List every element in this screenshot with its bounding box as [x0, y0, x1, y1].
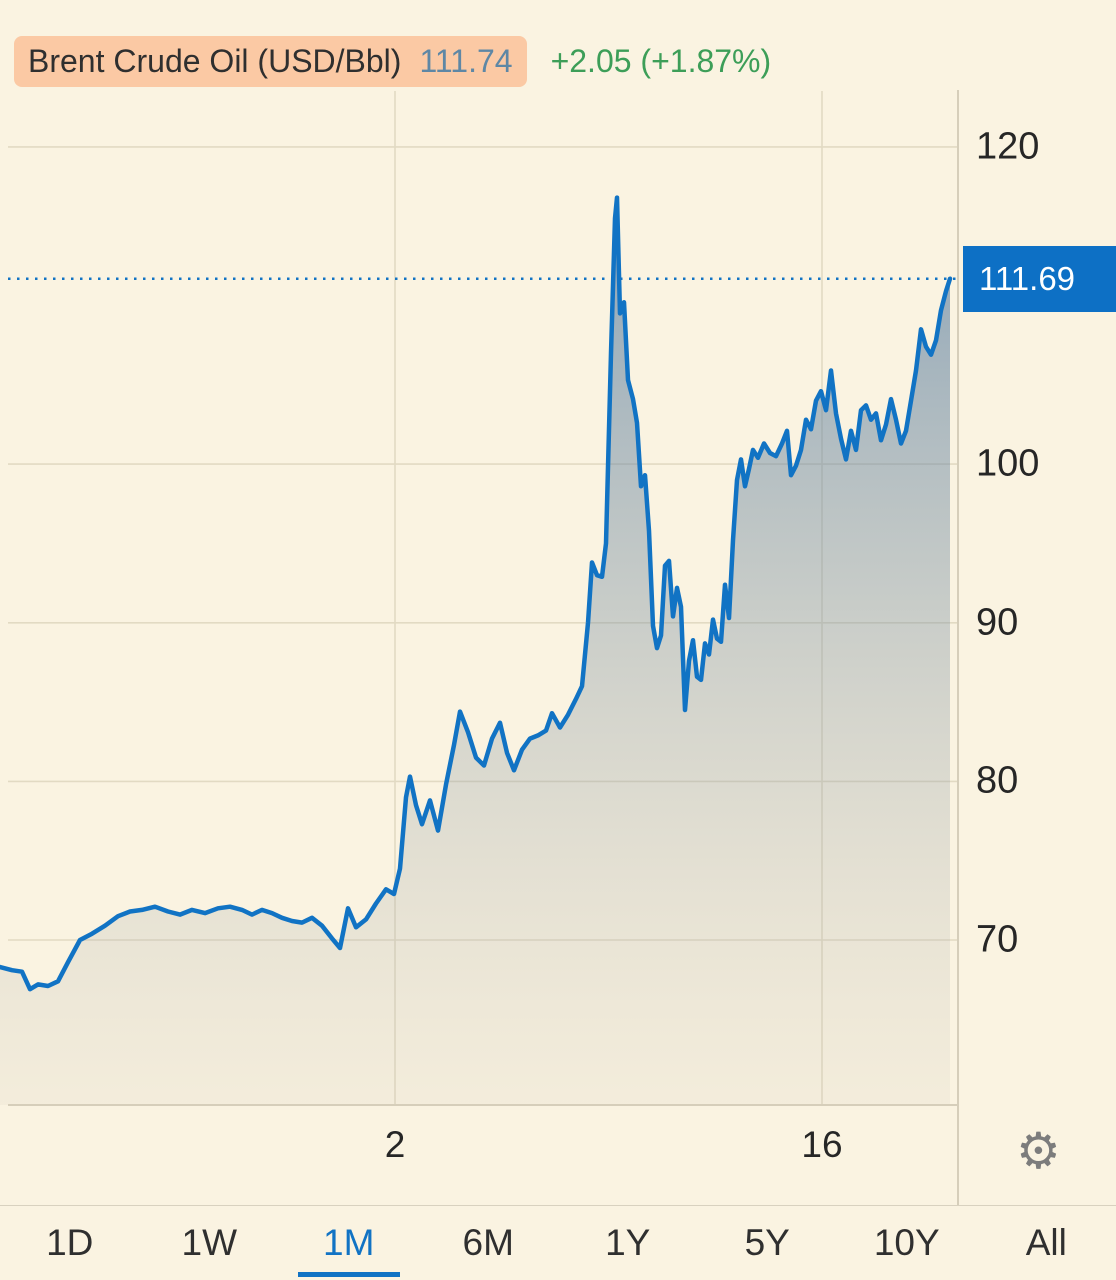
price-change: +2.05 (+1.87%)	[550, 43, 772, 79]
range-button-1d[interactable]: 1D	[0, 1206, 140, 1280]
range-button-5y[interactable]: 5Y	[698, 1206, 838, 1280]
range-button-label: 1D	[46, 1222, 94, 1263]
instrument-title-highlight: Brent Crude Oil (USD/Bbl) 111.74	[14, 36, 527, 87]
instrument-title: Brent Crude Oil (USD/Bbl)	[28, 43, 402, 79]
y-axis-tick-label: 70	[976, 918, 1019, 961]
x-axis-tick-label: 2	[384, 1124, 406, 1165]
y-axis-line	[957, 90, 959, 1205]
chart-header: Brent Crude Oil (USD/Bbl) 111.74 +2.05 (…	[14, 36, 771, 87]
price-chart[interactable]	[0, 85, 958, 1105]
range-button-label: 6M	[462, 1222, 514, 1263]
y-axis-tick-label: 80	[976, 759, 1019, 802]
current-price-badge: 111.69	[963, 245, 1116, 312]
toolbar-divider	[0, 1205, 1116, 1206]
range-button-1w[interactable]: 1W	[140, 1206, 280, 1280]
range-button-label: 5Y	[744, 1222, 790, 1263]
settings-gear-icon[interactable]: ⚙	[1016, 1123, 1061, 1179]
y-axis-tick-label: 100	[976, 442, 1040, 485]
instrument-last-price: 111.74	[419, 43, 513, 79]
x-axis-line	[8, 1104, 958, 1106]
range-button-label: 1Y	[605, 1222, 651, 1263]
range-button-10y[interactable]: 10Y	[837, 1206, 977, 1280]
y-axis-tick-label: 90	[976, 601, 1019, 644]
current-price-badge-value: 111.69	[979, 259, 1076, 297]
range-button-all[interactable]: All	[977, 1206, 1116, 1280]
range-button-1m[interactable]: 1M	[279, 1206, 419, 1280]
time-range-toolbar: 1D 1W 1M 6M 1Y 5Y 10Y All	[0, 1206, 1116, 1280]
range-button-label: 1W	[181, 1222, 238, 1263]
range-button-6m[interactable]: 6M	[419, 1206, 559, 1280]
y-axis-tick-label: 120	[976, 125, 1040, 168]
range-button-label: 1M	[323, 1222, 375, 1263]
range-button-1y[interactable]: 1Y	[558, 1206, 698, 1280]
range-button-label: All	[1025, 1222, 1067, 1263]
x-axis-tick-label: 16	[801, 1124, 843, 1165]
price-chart-svg	[0, 91, 958, 1105]
range-button-label: 10Y	[873, 1222, 940, 1263]
